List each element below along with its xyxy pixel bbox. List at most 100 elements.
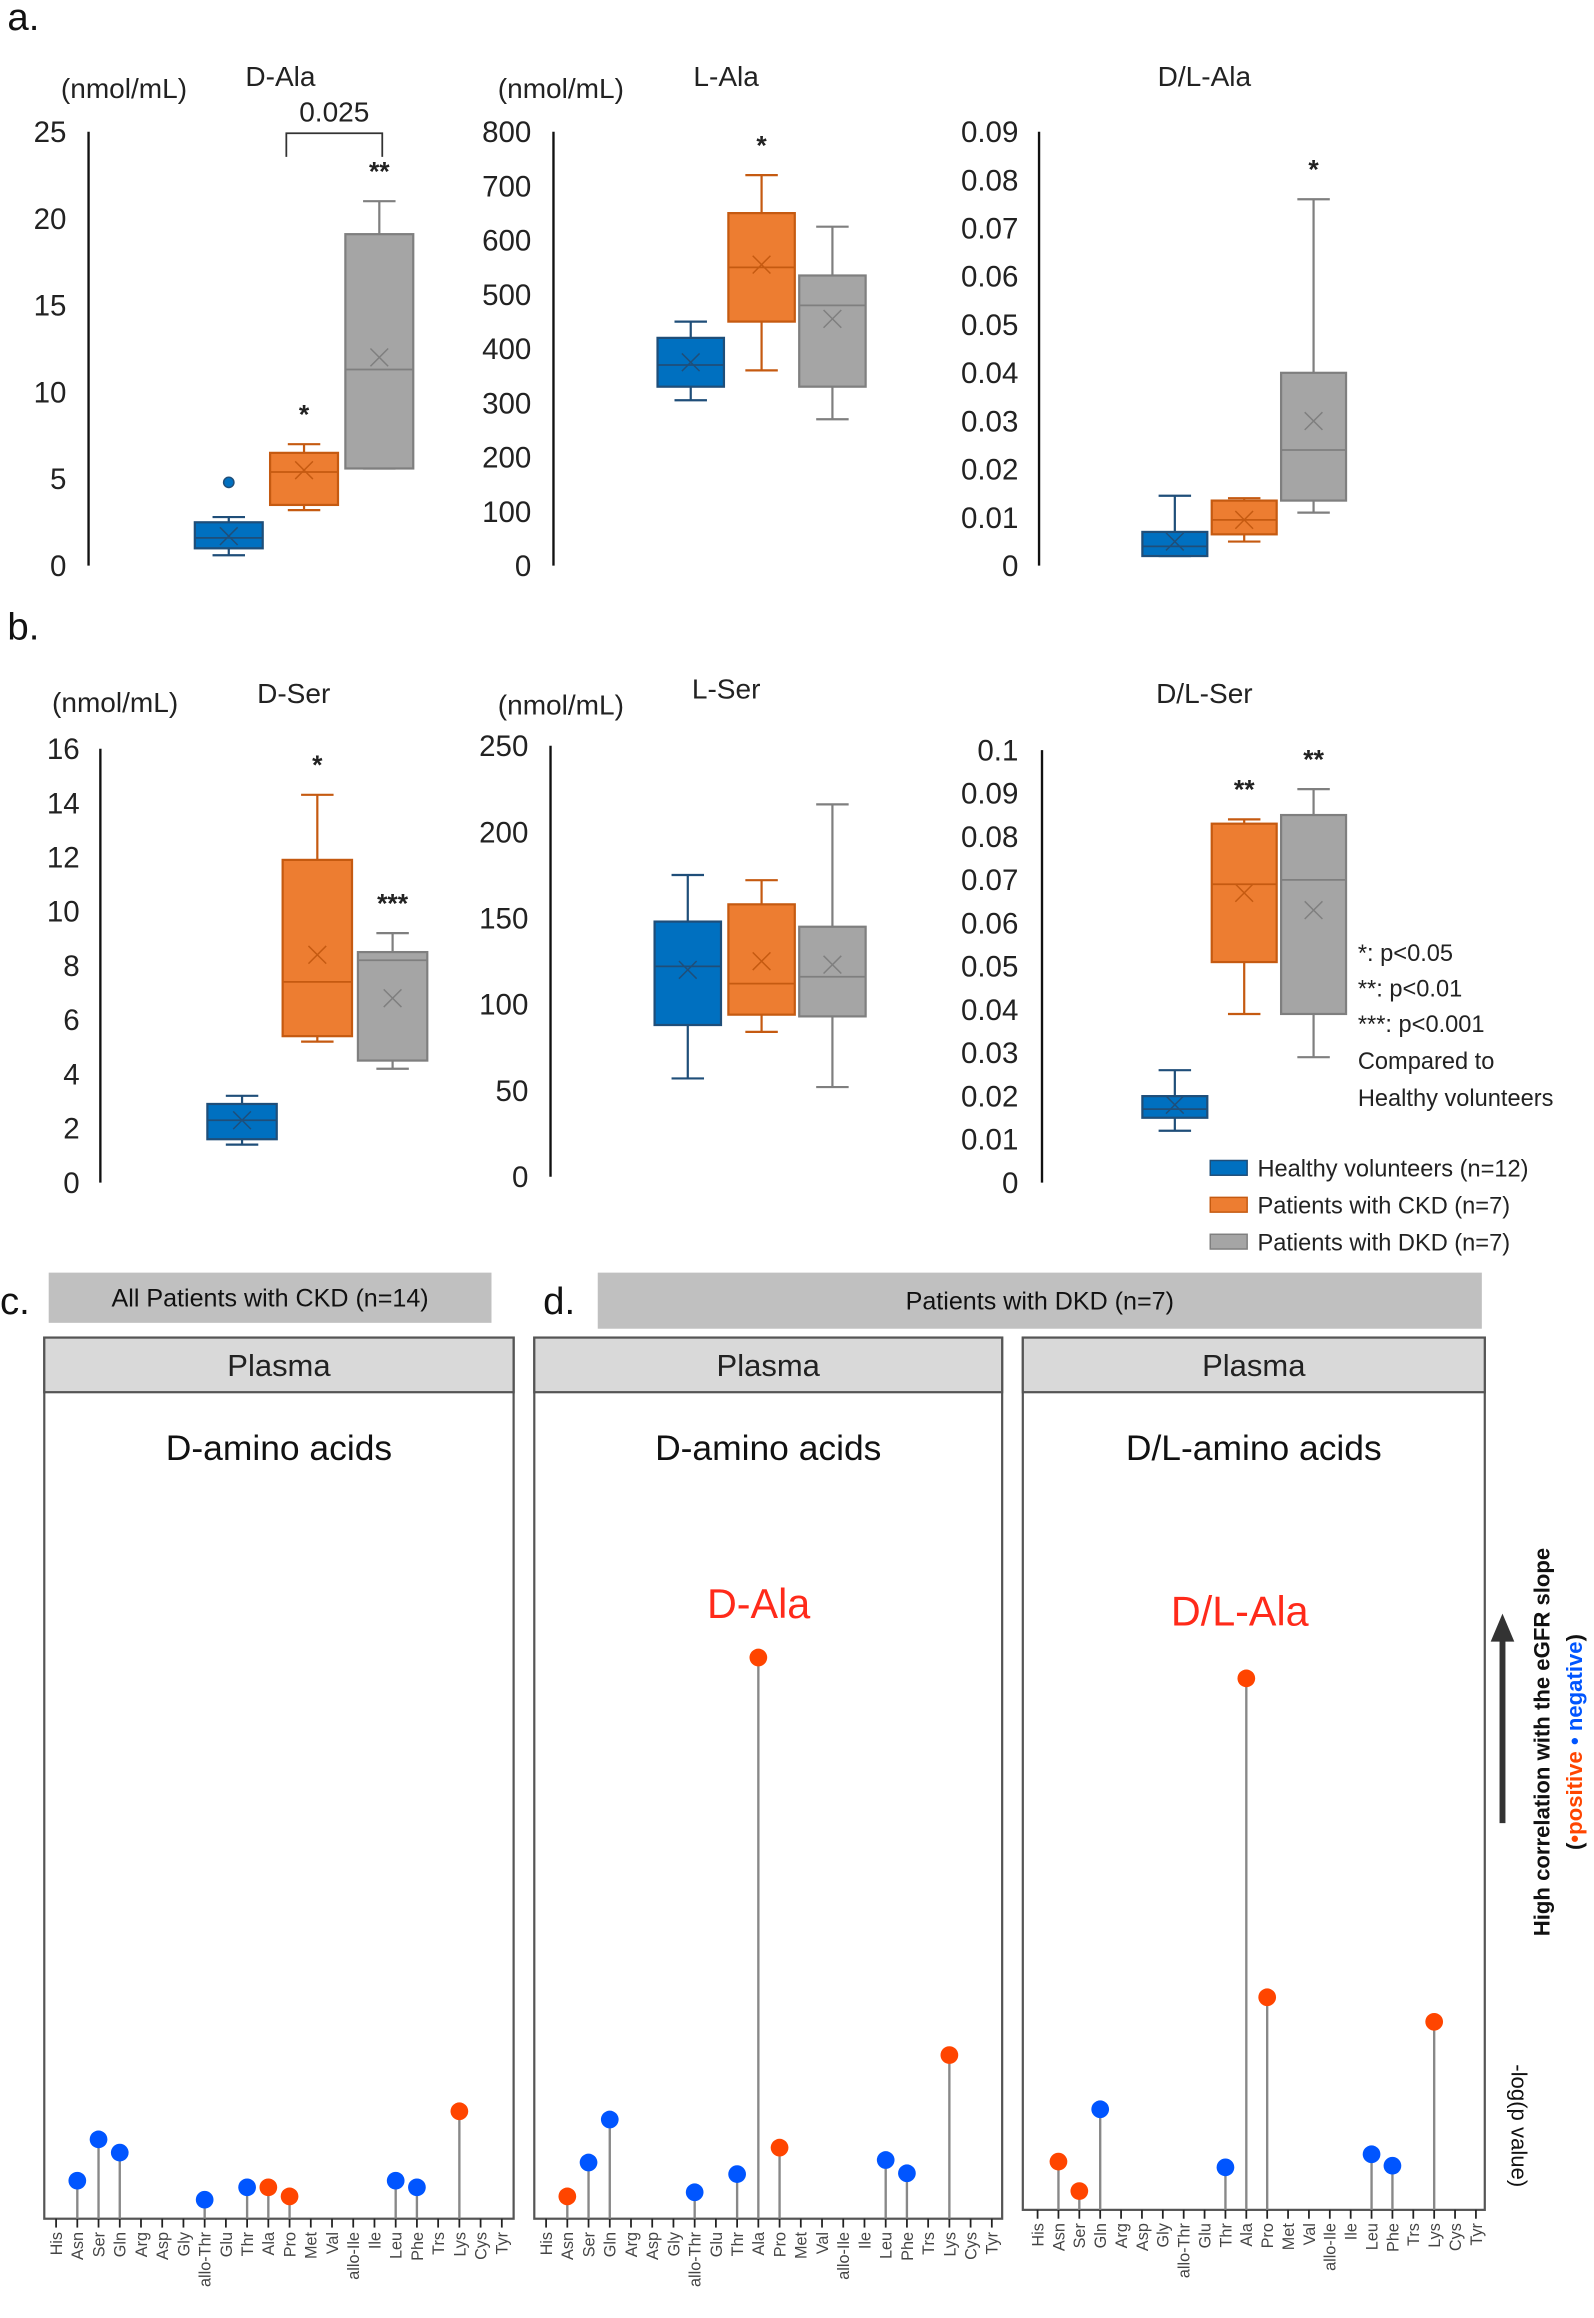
lollipop-dot-negative — [1362, 2145, 1381, 2164]
box-iqr — [727, 903, 796, 1016]
x-category-label: Thr — [1217, 2223, 1235, 2248]
y-axis-unit: (nmol/mL) — [498, 690, 624, 721]
box-iqr — [1210, 499, 1278, 536]
significance-note: Healthy volunteers — [1358, 1086, 1554, 1112]
x-category-label: Cys — [472, 2232, 490, 2260]
y-tick-label: 200 — [479, 816, 528, 849]
x-category-label: Gly — [1155, 2222, 1173, 2247]
lollipop-dot-positive — [749, 1648, 768, 1667]
sample-type-label: Plasma — [717, 1348, 821, 1383]
y-tick-label: 12 — [47, 842, 80, 875]
lollipop-dot-negative — [876, 2151, 895, 2169]
y-tick-label: 500 — [482, 279, 531, 312]
x-category-label: Val — [1301, 2223, 1319, 2245]
significance-note: Compared to — [1358, 1049, 1494, 1075]
y-tick-label: 0.03 — [961, 1037, 1018, 1070]
analyte-class-title: D-amino acids — [166, 1428, 392, 1468]
lollipop-dot-positive — [259, 2178, 278, 2197]
legend-label: Patients with CKD (n=7) — [1257, 1194, 1510, 1220]
x-category-label: Asn — [69, 2232, 87, 2260]
box-iqr — [281, 858, 354, 1038]
analyte-class-title: D-amino acids — [655, 1428, 881, 1468]
lollipop-dot-negative — [685, 2183, 704, 2202]
sample-type-label: Plasma — [227, 1348, 331, 1383]
x-category-label: Pro — [771, 2232, 789, 2257]
y-tick-label: 2 — [63, 1113, 79, 1146]
group-header — [48, 1272, 492, 1323]
bracket-p-value: 0.025 — [299, 96, 369, 127]
x-category-label: Asn — [1050, 2223, 1068, 2251]
x-category-label: allo-Thr — [1176, 2223, 1194, 2279]
y-tick-label: 0.05 — [961, 951, 1018, 984]
mean-marker — [823, 955, 842, 975]
x-category-label: Tyr — [984, 2231, 1002, 2254]
plasma-band — [533, 1336, 1004, 1394]
x-category-label: Phe — [409, 2232, 427, 2261]
significance-stars: ** — [1234, 775, 1255, 805]
x-category-label: Asp — [644, 2232, 662, 2260]
x-category-label: Asp — [1134, 2223, 1152, 2251]
lollipop-dot-negative — [238, 2178, 256, 2197]
x-category-label: Arg — [1113, 2223, 1131, 2248]
y-tick-label: 150 — [479, 902, 528, 935]
x-category-label: Phe — [1384, 2223, 1402, 2252]
x-category-label: Gly — [175, 2231, 193, 2256]
x-category-label: Met — [793, 2232, 811, 2260]
lollipop-dot-negative — [1383, 2156, 1402, 2175]
x-category-label: Cys — [1447, 2223, 1465, 2251]
y-tick-label: 0.07 — [961, 864, 1018, 897]
box-iqr — [653, 920, 723, 1027]
x-category-label: Phe — [899, 2232, 917, 2261]
x-category-label: Leu — [878, 2232, 896, 2259]
lollipop-dot-positive — [1425, 2012, 1444, 2031]
x-category-label: allo-Thr — [197, 2231, 215, 2287]
y-tick-label: 0 — [1002, 550, 1018, 583]
y-tick-label: 0.01 — [961, 502, 1018, 535]
lollipop-dot-positive — [1070, 2182, 1089, 2200]
mean-marker — [232, 1110, 252, 1130]
mean-marker — [294, 460, 314, 480]
significance-stars: ** — [369, 157, 390, 187]
y-tick-label: 100 — [479, 989, 528, 1022]
y-tick-label: 0.08 — [961, 164, 1018, 197]
y-tick-label: 0.06 — [961, 261, 1018, 294]
side-label: High correlation with the eGFR slope — [1530, 1548, 1555, 1936]
highlight-label: D-Ala — [707, 1581, 810, 1627]
y-tick-label: 0.03 — [961, 405, 1018, 438]
y-tick-label: 25 — [34, 116, 67, 149]
legend-label: Patients with DKD (n=7) — [1257, 1231, 1510, 1257]
legend-swatch — [1209, 1196, 1248, 1213]
y-axis-unit: (nmol/mL) — [498, 73, 624, 104]
sample-type-label: Plasma — [1202, 1348, 1306, 1383]
lollipop-dot-positive — [1258, 1988, 1277, 2007]
x-category-label: Pro — [281, 2232, 299, 2257]
y-tick-label: 0.07 — [961, 213, 1018, 246]
negative-label: • negative — [1562, 1641, 1587, 1751]
box-iqr — [798, 925, 867, 1018]
box-iqr — [356, 950, 429, 1062]
positive-label: •positive — [1562, 1751, 1587, 1842]
y-axis-unit: (nmol/mL) — [52, 687, 178, 718]
significance-stars: * — [1308, 155, 1319, 185]
x-category-label: Lys — [941, 2232, 959, 2257]
lollipop-dot-negative — [408, 2178, 426, 2197]
x-category-label: allo-Thr — [687, 2231, 705, 2287]
mean-marker — [678, 960, 698, 980]
significance-stars: *** — [377, 888, 409, 918]
y-axis-label: -log(p value) — [1506, 2064, 1531, 2187]
close-paren: ) — [1562, 1634, 1587, 1641]
y-tick-label: 0.08 — [961, 821, 1018, 854]
y-axis-unit: (nmol/mL) — [61, 73, 187, 104]
x-category-label: Lys — [451, 2232, 469, 2257]
box-iqr — [798, 274, 867, 388]
y-tick-label: 5 — [50, 463, 66, 496]
y-tick-label: 0 — [512, 1161, 528, 1194]
x-category-label: Val — [814, 2232, 832, 2254]
lollipop-dot-negative — [110, 2143, 129, 2162]
plot-frame — [1021, 1336, 1486, 2211]
plasma-band — [1021, 1336, 1486, 1394]
chart-title: D/L-Ala — [1158, 61, 1252, 92]
y-tick-label: 15 — [34, 290, 67, 323]
analyte-class-title: D/L-amino acids — [1126, 1428, 1382, 1468]
x-category-label: Lys — [1426, 2223, 1444, 2248]
